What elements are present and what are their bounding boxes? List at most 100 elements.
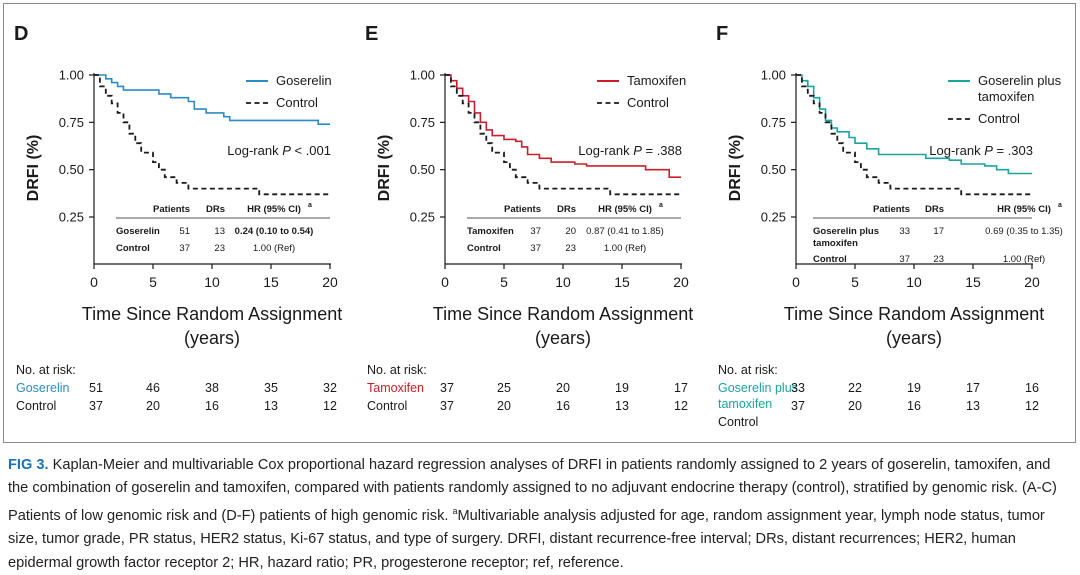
panel-f-y-axis-title: DRFI (%) bbox=[727, 135, 744, 202]
panel-d-y-tick-label: 0.75 bbox=[59, 115, 84, 130]
panel-f-y-tick-label: 0.50 bbox=[761, 162, 786, 177]
panel-e-x-axis-subtitle: (years) bbox=[535, 328, 591, 348]
panel-f-legend-label: Control bbox=[978, 111, 1020, 126]
panel-e-risk-value: 20 bbox=[497, 399, 511, 413]
caption-text-part1: Kaplan-Meier and multivariable Cox propo… bbox=[8, 457, 1057, 525]
panel-f-legend-label-cont: tamoxifen bbox=[978, 89, 1034, 104]
km-panel-e: E 0.25 0.50 0.75 1.00 DRFI (%) 0 5 10 15 20 Time Si… bbox=[365, 23, 693, 413]
panel-f-x-tick-label: 10 bbox=[906, 274, 922, 290]
panel-d-y-tick-label: 0.25 bbox=[59, 210, 84, 225]
panel-e-x-tick-label: 5 bbox=[500, 274, 508, 290]
panel-f-curve-control bbox=[796, 74, 1032, 196]
panel-d-x-tick-label: 20 bbox=[322, 274, 338, 290]
panel-f-hr-header-footnote: a bbox=[1058, 202, 1062, 209]
panel-e-y-axis-title: DRFI (%) bbox=[376, 135, 393, 202]
panel-d-hr-header-hr: HR (95% CI) bbox=[247, 204, 301, 215]
panel-d-x-tick-label: 10 bbox=[204, 274, 220, 290]
panel-f-y-tick-label: 0.75 bbox=[761, 115, 786, 130]
panel-e-risk-value: 20 bbox=[556, 381, 570, 395]
panel-d-hr-row-name: Goserelin bbox=[116, 226, 160, 237]
panel-f-hr-row-hr: 0.69 (0.35 to 1.35) bbox=[985, 226, 1063, 237]
panel-f-x-tick-label: 5 bbox=[851, 274, 859, 290]
caption-footnote-mark: a bbox=[452, 506, 458, 517]
panel-f-x-tick-label: 15 bbox=[965, 274, 981, 290]
panel-e-hr-row-hr: 1.00 (Ref) bbox=[604, 243, 646, 254]
panel-e-hr-row-hr: 0.87 (0.41 to 1.85) bbox=[586, 226, 664, 237]
panel-f-risk-row-label: Control bbox=[718, 415, 758, 429]
panel-f-risk-value: 13 bbox=[966, 399, 980, 413]
panel-d-hr-row-drs: 23 bbox=[214, 243, 225, 254]
panel-f-risk-value: 22 bbox=[848, 381, 862, 395]
panel-f-hr-row-patients: 37 bbox=[899, 254, 910, 265]
panel-f-risk-value: 16 bbox=[1025, 381, 1039, 395]
panel-f-label: F bbox=[716, 23, 728, 45]
panel-e-hr-row-name: Control bbox=[467, 243, 501, 254]
panel-d-y-tick-label: 1.00 bbox=[59, 68, 84, 83]
panel-d-x-axis-title: Time Since Random Assignment bbox=[82, 304, 342, 324]
panel-e-y-tick-label: 0.25 bbox=[410, 210, 435, 225]
figure-label: FIG 3. bbox=[8, 457, 49, 473]
panel-f-hr-row-hr: 1.00 (Ref) bbox=[1003, 254, 1045, 265]
panel-f-risk-value: 19 bbox=[907, 381, 921, 395]
panel-e-risk-value: 13 bbox=[615, 399, 629, 413]
panel-d-risk-value: 51 bbox=[89, 381, 103, 395]
panel-d-hr-header-drs: DRs bbox=[206, 204, 225, 215]
panel-f-x-axis-subtitle: (years) bbox=[886, 328, 942, 348]
panel-d-risk-value: 35 bbox=[264, 381, 278, 395]
panel-e-risk-value: 16 bbox=[556, 399, 570, 413]
panel-e-hr-row-patients: 37 bbox=[530, 226, 541, 237]
panel-d-x-tick-label: 15 bbox=[263, 274, 279, 290]
panel-d-risk-row-label: Goserelin bbox=[16, 381, 70, 395]
km-panel-f: F 0.25 0.50 0.75 1.00 DRFI (%) 0 5 10 15 20 Time Si… bbox=[716, 23, 1063, 429]
panel-e-risk-row-label: Tamoxifen bbox=[367, 381, 424, 395]
panel-f-legend-label: Goserelin plus bbox=[978, 73, 1062, 88]
panel-e-risk-value: 37 bbox=[440, 399, 454, 413]
panel-e-curve-control bbox=[445, 74, 681, 196]
panel-d-hr-row-hr: 1.00 (Ref) bbox=[253, 243, 295, 254]
panel-d-hr-row-patients: 51 bbox=[179, 226, 190, 237]
panel-d-hr-row-name: Control bbox=[116, 243, 150, 254]
panel-d-risk-value: 46 bbox=[146, 381, 160, 395]
panel-e-hr-header-hr: HR (95% CI) bbox=[598, 204, 652, 215]
panel-e-risk-value: 17 bbox=[674, 381, 688, 395]
panel-d-legend-label: Goserelin bbox=[276, 73, 332, 88]
panel-d-risk-title: No. at risk: bbox=[16, 363, 76, 377]
panel-d-hr-header-patients: Patients bbox=[153, 204, 190, 215]
panel-e-y-tick-label: 1.00 bbox=[410, 68, 435, 83]
panel-f-x-tick-label: 0 bbox=[792, 274, 800, 290]
panel-e-x-tick-label: 10 bbox=[555, 274, 571, 290]
panel-f-y-tick-label: 0.25 bbox=[761, 210, 786, 225]
panel-e-x-tick-label: 15 bbox=[614, 274, 630, 290]
panel-f-risk-row-label: Goserelin plus bbox=[718, 381, 798, 395]
panel-f-hr-row-patients: 33 bbox=[899, 226, 910, 237]
panel-f-hr-row-drs: 23 bbox=[933, 254, 944, 265]
panel-f-hr-row-drs: 17 bbox=[933, 226, 944, 237]
panel-d-hr-row-hr: 0.24 (0.10 to 0.54) bbox=[235, 226, 314, 237]
panel-e-risk-value: 37 bbox=[440, 381, 454, 395]
panel-e-risk-value: 19 bbox=[615, 381, 629, 395]
panel-d-y-tick-label: 0.50 bbox=[59, 162, 84, 177]
km-panel-d: D 0.25 0.50 0.75 1.00 DRFI (%) 0 5 10 15 20 Time Si… bbox=[14, 23, 342, 413]
panel-d-risk-value: 13 bbox=[264, 399, 278, 413]
panel-e-hr-row-name: Tamoxifen bbox=[467, 226, 514, 237]
panel-f-x-tick-label: 20 bbox=[1024, 274, 1040, 290]
panel-f-hr-row-name-cont: tamoxifen bbox=[813, 238, 858, 249]
panel-d-x-tick-label: 0 bbox=[90, 274, 98, 290]
panel-d-x-tick-label: 5 bbox=[149, 274, 157, 290]
panel-f-hr-header-patients: Patients bbox=[873, 204, 910, 215]
panel-e-x-axis-title: Time Since Random Assignment bbox=[433, 304, 693, 324]
panel-e-hr-header-footnote: a bbox=[659, 202, 663, 209]
panel-d-label: D bbox=[14, 23, 28, 45]
panel-f-hr-row-name: Control bbox=[813, 254, 847, 265]
panel-f-hr-row-name: Goserelin plus bbox=[813, 226, 879, 237]
panel-f-hr-header-hr: HR (95% CI) bbox=[997, 204, 1051, 215]
panel-f-risk-value: 37 bbox=[791, 399, 805, 413]
panel-d-hr-row-drs: 13 bbox=[214, 226, 225, 237]
panel-f-pvalue: Log-rank P = .303 bbox=[929, 143, 1033, 158]
panel-f-risk-value: 16 bbox=[907, 399, 921, 413]
panel-e-risk-value: 25 bbox=[497, 381, 511, 395]
panel-d-risk-value: 37 bbox=[89, 399, 103, 413]
panel-e-label: E bbox=[365, 23, 378, 45]
panel-f-risk-row-label-cont: tamoxifen bbox=[718, 397, 772, 411]
panel-e-hr-row-drs: 23 bbox=[565, 243, 576, 254]
